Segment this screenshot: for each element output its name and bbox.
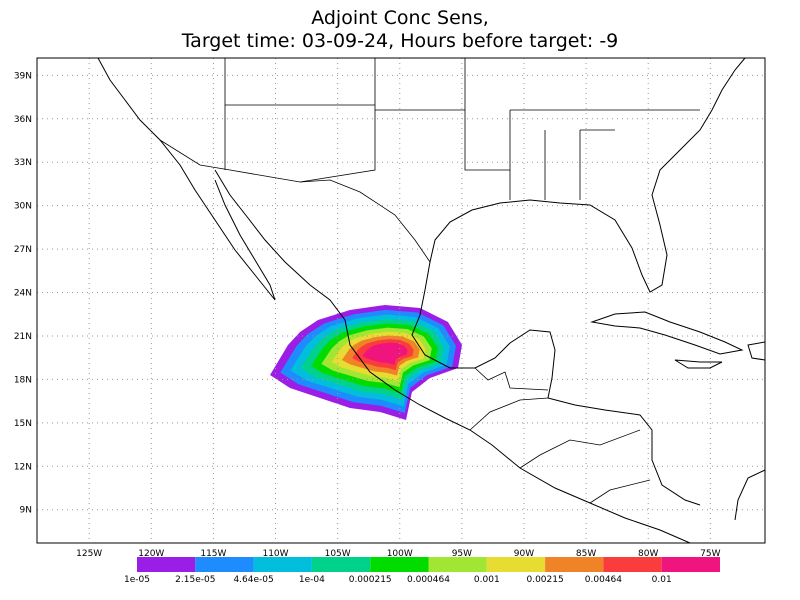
coastline <box>97 57 276 301</box>
lat-tick-label: 30N <box>14 202 32 212</box>
colorbar: 1e-05 2.15e-05 4.64e-05 1e-04 0.000215 0.0004… <box>124 557 720 585</box>
colorbar-swatch <box>253 557 312 572</box>
lon-tick-label: 105W <box>325 549 351 559</box>
lat-tick-label: 9N <box>20 506 32 516</box>
colorbar-swatch <box>603 557 662 572</box>
colorbar-swatch <box>370 557 429 572</box>
coastline <box>214 169 691 544</box>
lon-tick-label: 90W <box>514 549 534 559</box>
lon-tick-label: 115W <box>200 549 226 559</box>
colorbar-swatch <box>545 557 604 572</box>
colorbar-label: 0.01 <box>652 575 672 585</box>
colorbar-label: 2.15e-05 <box>175 575 215 585</box>
lat-tick-label: 39N <box>14 71 32 81</box>
lon-tick-label: 100W <box>387 549 413 559</box>
lat-tick-label: 33N <box>14 158 32 168</box>
island-coastline <box>590 311 744 355</box>
lon-tick-label: 85W <box>576 549 596 559</box>
colorbar-label: 0.00464 <box>585 575 622 585</box>
contour-band <box>362 342 408 365</box>
lat-tick-label: 27N <box>14 245 32 255</box>
colorbar-label: 0.001 <box>474 575 500 585</box>
lat-tick-label: 24N <box>14 289 32 299</box>
lon-tick-label: 120W <box>138 549 164 559</box>
colorbar-swatch <box>311 557 371 572</box>
borders <box>159 58 700 504</box>
lat-tick-label: 36N <box>14 115 32 125</box>
lon-tick-label: 125W <box>76 549 102 559</box>
state-border <box>224 58 700 200</box>
colorbar-swatch <box>137 557 196 572</box>
lon-tick-label: 80W <box>638 549 658 559</box>
map-frame <box>36 57 766 544</box>
island-coastline <box>674 359 723 369</box>
island-coastline <box>747 341 766 361</box>
colorbar-swatch <box>195 557 254 572</box>
grid <box>37 58 765 543</box>
colorbar-swatch <box>428 557 487 572</box>
title-line: Target time: 03-09-24, Hours before targ… <box>181 30 619 52</box>
colorbar-swatch <box>661 557 720 572</box>
lon-tick-label: 75W <box>700 549 720 559</box>
axis-labels: 125W 120W 115W 110W 105W 100W 95W 90W 85W 80W 75W 3… <box>14 71 721 559</box>
lat-tick-label: 12N <box>14 462 32 472</box>
colorbar-swatch <box>486 557 546 572</box>
colorbar-label: 0.000464 <box>407 575 450 585</box>
colorbar-label: 0.000215 <box>349 575 392 585</box>
colorbar-label: 0.00215 <box>526 575 563 585</box>
colorbar-label: 1e-04 <box>299 575 325 585</box>
colorbar-label: 4.64e-05 <box>233 575 273 585</box>
lat-tick-label: 21N <box>14 332 32 342</box>
lat-tick-label: 15N <box>14 419 32 429</box>
lon-tick-label: 95W <box>452 549 472 559</box>
coastline <box>411 261 701 506</box>
sensitivity-field <box>270 305 462 420</box>
country-border <box>469 367 651 504</box>
colorbar-label: 1e-05 <box>124 575 150 585</box>
country-border <box>159 139 431 263</box>
coastline <box>734 469 766 521</box>
coastlines <box>97 57 766 544</box>
title-line: Adjoint Conc Sens, <box>311 7 489 29</box>
coastline <box>429 57 746 293</box>
lon-tick-label: 110W <box>262 549 288 559</box>
lat-tick-label: 18N <box>14 375 32 385</box>
